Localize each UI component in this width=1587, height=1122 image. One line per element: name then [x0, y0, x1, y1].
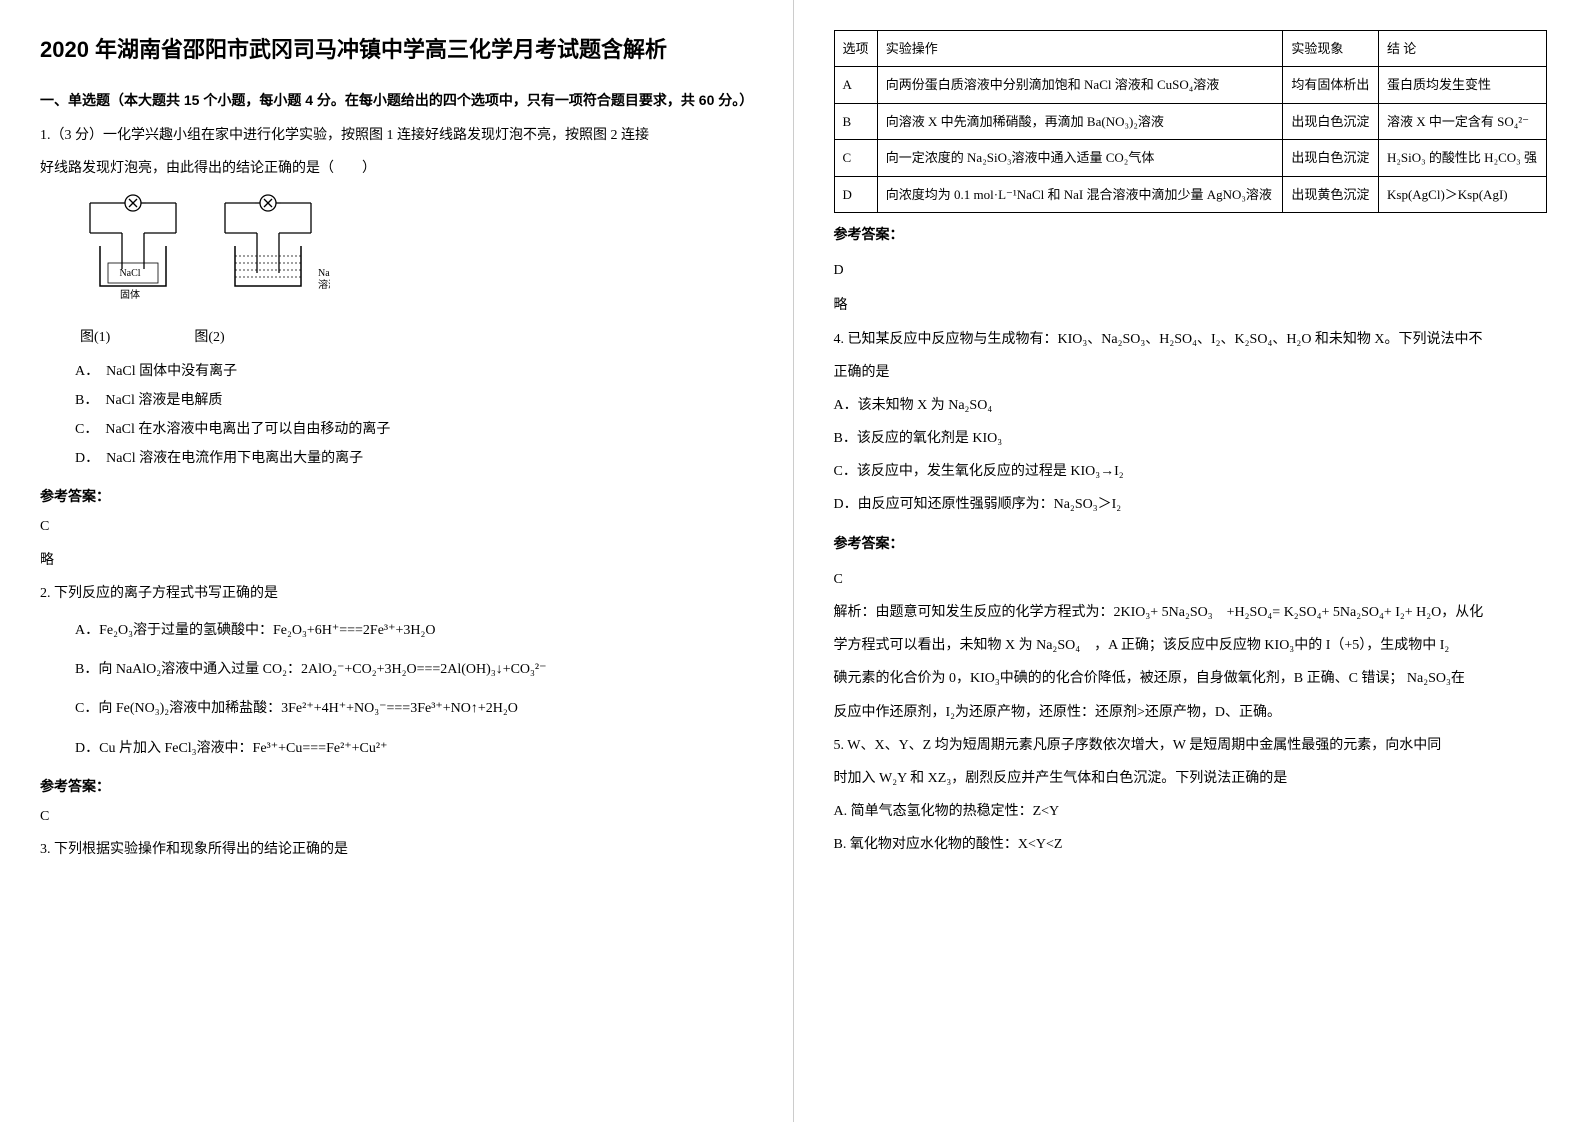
question-1: 1.（3 分）一化学兴趣小组在家中进行化学实验，按照图 1 连接好线路发现灯泡不…: [40, 123, 753, 472]
question-5: 5. W、X、Y、Z 均为短周期元素凡原子序数依次增大，W 是短周期中金属性最强…: [834, 733, 1548, 858]
q4-option-b: B．该反应的氧化剂是 KIO₃: [834, 426, 1548, 451]
q4-explanation-a: 解析：由题意可知发生反应的化学方程式为：2KIO₃+ 5Na₂SO₃ +H₂SO…: [834, 600, 1548, 625]
cell: 溶液 X 中一定含有 SO₄²⁻: [1379, 103, 1547, 139]
q1-diagram: NaCl 固体: [70, 191, 753, 320]
q2-stem: 2. 下列反应的离子方程式书写正确的是: [40, 581, 753, 606]
svg-text:NaCl: NaCl: [318, 268, 330, 279]
cell: H₂SiO₃ 的酸性比 H₂CO₃ 强: [1379, 140, 1547, 176]
cell: 向两份蛋白质溶液中分别滴加饱和 NaCl 溶液和 CuSO₄溶液: [877, 67, 1283, 103]
experiment-table: 选项 实验操作 实验现象 结 论 A 向两份蛋白质溶液中分别滴加饱和 NaCl …: [834, 30, 1548, 213]
cell: C: [834, 140, 877, 176]
table-row: B 向溶液 X 中先滴加稀硝酸，再滴加 Ba(NO₃)₂溶液 出现白色沉淀 溶液…: [834, 103, 1547, 139]
q3-answer: D: [834, 258, 1548, 283]
q4-stem-a: 4. 已知某反应中反应物与生成物有：KIO₃、Na₂SO₃、H₂SO₄、I₂、K…: [834, 327, 1548, 352]
th-operation: 实验操作: [877, 31, 1283, 67]
cell: 向浓度均为 0.1 mol·L⁻¹NaCl 和 NaI 混合溶液中滴加少量 Ag…: [877, 176, 1283, 212]
q5-stem-a: 5. W、X、Y、Z 均为短周期元素凡原子序数依次增大，W 是短周期中金属性最强…: [834, 733, 1548, 758]
cell: D: [834, 176, 877, 212]
q4-option-a: A．该未知物 X 为 Na₂SO₄: [834, 393, 1548, 418]
cell: 向一定浓度的 Na₂SiO₃溶液中通入适量 CO₂气体: [877, 140, 1283, 176]
q5-option-b: B. 氧化物对应水化物的酸性：X<Y<Z: [834, 832, 1548, 857]
table-row: D 向浓度均为 0.1 mol·L⁻¹NaCl 和 NaI 混合溶液中滴加少量 …: [834, 176, 1547, 212]
q2-option-d: D．Cu 片加入 FeCl₃溶液中：Fe³⁺+Cu===Fe²⁺+Cu²⁺: [75, 736, 753, 761]
q2-option-c: C．向 Fe(NO₃)₂溶液中加稀盐酸：3Fe²⁺+4H⁺+NO₃⁻===3Fe…: [75, 696, 753, 721]
q1-stem-a: 1.（3 分）一化学兴趣小组在家中进行化学实验，按照图 1 连接好线路发现灯泡不…: [40, 123, 753, 148]
q4-stem-b: 正确的是: [834, 360, 1548, 385]
cell: 出现黄色沉淀: [1283, 176, 1379, 212]
q2-option-b: B．向 NaAlO₂溶液中通入过量 CO₂：2AlO₂⁻+CO₂+3H₂O===…: [75, 657, 753, 682]
q4-answer: C: [834, 567, 1548, 592]
q4-explanation-d: 反应中作还原剂，I₂为还原产物，还原性：还原剂>还原产物，D、正确。: [834, 700, 1548, 725]
q1-diagram-caption: 图(1) 图(2): [80, 325, 753, 350]
q1-answer-note: 略: [40, 548, 753, 573]
q1-option-d: D． NaCl 溶液在电流作用下电离出大量的离子: [75, 446, 753, 471]
q4-option-c: C．该反应中，发生氧化反应的过程是 KIO₃→I₂: [834, 459, 1548, 484]
q1-option-b: B． NaCl 溶液是电解质: [75, 388, 753, 413]
q1-option-c: C． NaCl 在水溶液中电离出了可以自由移动的离子: [75, 417, 753, 442]
cell: 向溶液 X 中先滴加稀硝酸，再滴加 Ba(NO₃)₂溶液: [877, 103, 1283, 139]
cell: Ksp(AgCl)＞Ksp(AgI): [1379, 176, 1547, 212]
th-phenomenon: 实验现象: [1283, 31, 1379, 67]
q4-answer-label: 参考答案：: [834, 532, 1548, 557]
svg-text:溶液: 溶液: [318, 278, 330, 291]
table-row: C 向一定浓度的 Na₂SiO₃溶液中通入适量 CO₂气体 出现白色沉淀 H₂S…: [834, 140, 1547, 176]
svg-text:NaCl: NaCl: [119, 268, 140, 279]
q1-answer: C: [40, 514, 753, 539]
q2-answer: C: [40, 804, 753, 829]
th-conclusion: 结 论: [1379, 31, 1547, 67]
section-heading: 一、单选题（本大题共 15 个小题，每小题 4 分。在每小题给出的四个选项中，只…: [40, 88, 753, 113]
table-row: A 向两份蛋白质溶液中分别滴加饱和 NaCl 溶液和 CuSO₄溶液 均有固体析…: [834, 67, 1547, 103]
q4-explanation-b: 学方程式可以看出，未知物 X 为 Na₂SO₄ ，A 正确；该反应中反应物 KI…: [834, 633, 1548, 658]
page-title: 2020 年湖南省邵阳市武冈司马冲镇中学高三化学月考试题含解析: [40, 30, 753, 70]
table-header-row: 选项 实验操作 实验现象 结 论: [834, 31, 1547, 67]
q4-explanation-c: 碘元素的化合价为 0，KIO₃中碘的的化合价降低，被还原，自身做氧化剂，B 正确…: [834, 666, 1548, 691]
cell: 出现白色沉淀: [1283, 140, 1379, 176]
q3-answer-note: 略: [834, 293, 1548, 318]
q3-stem: 3. 下列根据实验操作和现象所得出的结论正确的是: [40, 837, 753, 862]
q1-answer-label: 参考答案：: [40, 485, 753, 510]
th-option: 选项: [834, 31, 877, 67]
cell: B: [834, 103, 877, 139]
question-2: 2. 下列反应的离子方程式书写正确的是 A．Fe₂O₃溶于过量的氢碘酸中：Fe₂…: [40, 581, 753, 761]
q5-stem-b: 时加入 W₂Y 和 XZ₃，剧烈反应并产生气体和白色沉淀。下列说法正确的是: [834, 766, 1548, 791]
q2-option-a: A．Fe₂O₃溶于过量的氢碘酸中：Fe₂O₃+6H⁺===2Fe³⁺+3H₂O: [75, 618, 753, 643]
cell: 均有固体析出: [1283, 67, 1379, 103]
q1-stem-b: 好线路发现灯泡亮，由此得出的结论正确的是（ ）: [40, 156, 753, 181]
q2-answer-label: 参考答案：: [40, 775, 753, 800]
q4-option-d: D．由反应可知还原性强弱顺序为：Na₂SO₃＞I₂: [834, 492, 1548, 517]
question-4: 4. 已知某反应中反应物与生成物有：KIO₃、Na₂SO₃、H₂SO₄、I₂、K…: [834, 327, 1548, 518]
svg-text:固体: 固体: [120, 289, 140, 301]
q5-option-a: A. 简单气态氢化物的热稳定性：Z<Y: [834, 799, 1548, 824]
cell: 蛋白质均发生变性: [1379, 67, 1547, 103]
q1-option-a: A． NaCl 固体中没有离子: [75, 359, 753, 384]
cell: A: [834, 67, 877, 103]
cell: 出现白色沉淀: [1283, 103, 1379, 139]
q3-answer-label: 参考答案：: [834, 223, 1548, 248]
